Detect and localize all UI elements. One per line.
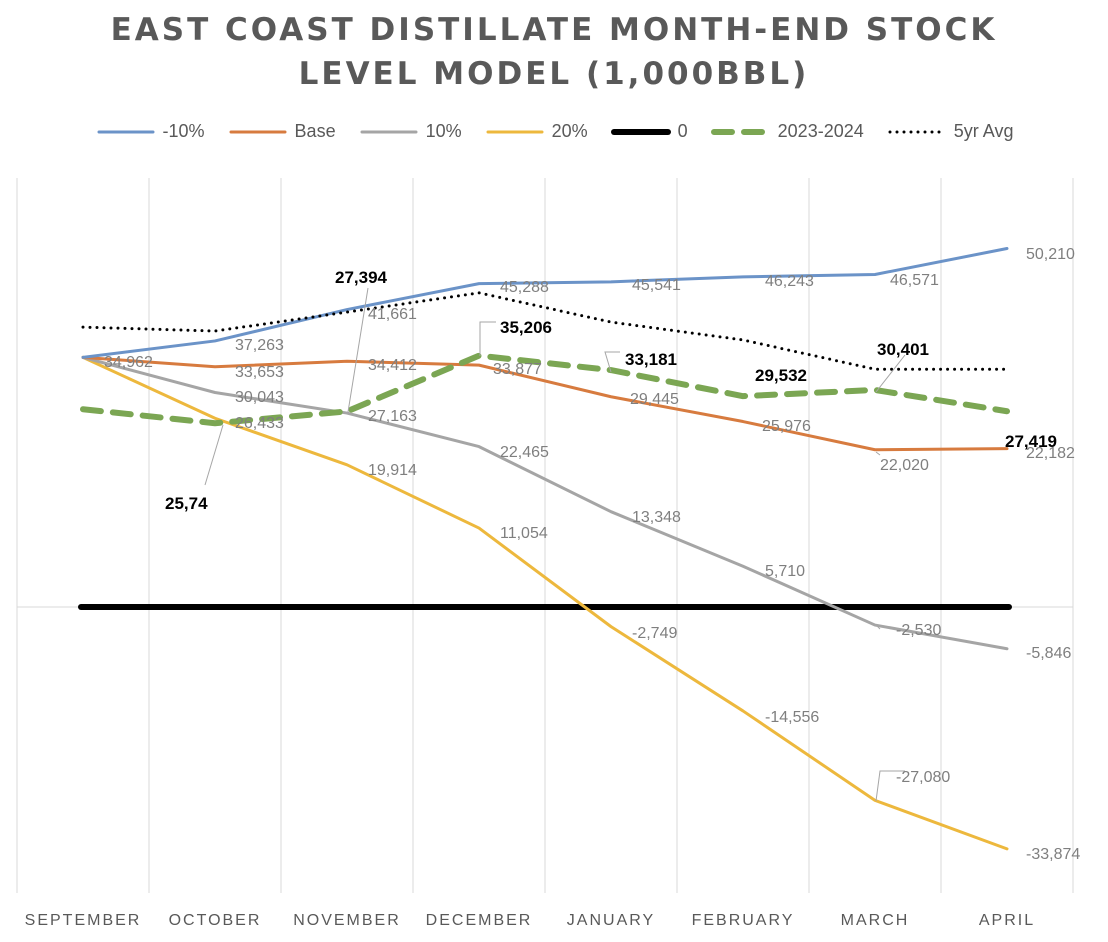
data-label: 26,433 xyxy=(235,415,284,432)
data-label: -5,846 xyxy=(1026,645,1071,662)
data-label: 34,412 xyxy=(368,357,417,374)
data-label: 29,532 xyxy=(755,366,807,385)
x-tick-label: JANUARY xyxy=(567,912,655,929)
x-tick-label: DECEMBER xyxy=(426,912,533,929)
series-line--10% xyxy=(81,247,1009,359)
data-label: 27,394 xyxy=(335,268,388,287)
legend-item: 20% xyxy=(484,121,588,142)
data-label: 50,210 xyxy=(1026,246,1075,263)
x-tick-label: NOVEMBER xyxy=(293,912,401,929)
leader-line xyxy=(204,424,224,486)
series-line-2023-2024 xyxy=(80,352,1010,427)
data-label: -2,530 xyxy=(896,622,941,639)
chart-title: EAST COAST DISTILLATE MONTH-END STOCK LE… xyxy=(0,8,1108,96)
legend-item: Base xyxy=(227,121,336,142)
data-label: 41,661 xyxy=(368,306,417,323)
leader-line xyxy=(875,770,905,802)
data-label: 34,962 xyxy=(104,354,153,371)
x-tick-label: APRIL xyxy=(979,912,1035,929)
legend-item: 0 xyxy=(610,121,688,142)
data-label: 30,401 xyxy=(877,340,929,359)
data-label: 25,976 xyxy=(762,418,811,435)
data-label: 37,263 xyxy=(235,337,284,354)
leader-line xyxy=(604,351,620,373)
data-label: 5,710 xyxy=(765,563,805,580)
series-line-5yr Avg xyxy=(81,291,1009,371)
leader-line xyxy=(875,624,881,630)
data-label: 13,348 xyxy=(632,509,681,526)
legend-swatch xyxy=(710,128,771,135)
legend-item: -10% xyxy=(95,121,205,142)
title-line-1: EAST COAST DISTILLATE MONTH-END STOCK xyxy=(110,12,998,48)
x-tick-label: SEPTEMBER xyxy=(25,912,142,929)
data-label: -27,080 xyxy=(896,769,950,786)
leader-line xyxy=(347,287,369,413)
legend-label: 2023-2024 xyxy=(777,121,864,141)
leader-line xyxy=(479,321,496,356)
data-label: 27,419 xyxy=(1005,432,1057,451)
data-label: 22,020 xyxy=(880,457,929,474)
data-label: 46,571 xyxy=(890,272,939,289)
legend-item: 10% xyxy=(358,121,462,142)
data-label: 33,877 xyxy=(493,361,542,378)
data-label: 45,288 xyxy=(500,279,549,296)
data-label: 30,043 xyxy=(235,389,284,406)
data-label: -2,749 xyxy=(632,625,677,642)
data-label: -33,874 xyxy=(1026,846,1080,863)
data-label: -14,556 xyxy=(765,709,819,726)
data-label: 46,243 xyxy=(765,273,814,290)
title-line-2: LEVEL MODEL (1,000BBL) xyxy=(298,56,810,92)
data-label: 29,445 xyxy=(630,391,679,408)
series-line-20% xyxy=(81,355,1009,851)
leader-line xyxy=(875,354,906,393)
x-tick-label: FEBRUARY xyxy=(692,912,795,929)
x-tick-label: MARCH xyxy=(841,912,910,929)
legend-label: 5yr Avg xyxy=(953,121,1014,141)
legend-swatch xyxy=(97,130,155,133)
legend-swatch xyxy=(360,130,418,133)
data-label: 33,181 xyxy=(625,350,677,369)
data-label: 11,054 xyxy=(500,525,548,542)
series-line-10% xyxy=(81,355,1009,651)
data-label: 33,653 xyxy=(235,364,284,381)
legend-label: -10% xyxy=(162,121,205,141)
leader-line xyxy=(875,451,881,456)
legend-item: 5yr Avg xyxy=(886,121,1014,142)
data-label: 22,465 xyxy=(500,444,549,461)
data-label: 19,914 xyxy=(368,462,417,479)
data-label: 22,182 xyxy=(1026,445,1075,462)
data-label: 45,541 xyxy=(632,277,681,294)
series-line-Base xyxy=(81,355,1009,452)
legend-label: 20% xyxy=(551,121,588,141)
data-label: 25,74 xyxy=(165,494,208,513)
legend-label: 0 xyxy=(677,121,688,141)
legend-swatch xyxy=(888,130,946,133)
legend: -10% Base 10% 20% 0 2023-2024 5yr Avg xyxy=(0,121,1108,142)
legend-swatch xyxy=(486,130,544,133)
x-tick-label: OCTOBER xyxy=(169,912,262,929)
legend-label: 10% xyxy=(425,121,462,141)
data-label: 27,163 xyxy=(368,408,417,425)
legend-label: Base xyxy=(294,121,336,141)
legend-swatch xyxy=(610,128,671,135)
data-label: 35,206 xyxy=(500,318,552,337)
legend-swatch xyxy=(229,130,287,133)
legend-item: 2023-2024 xyxy=(710,121,864,142)
